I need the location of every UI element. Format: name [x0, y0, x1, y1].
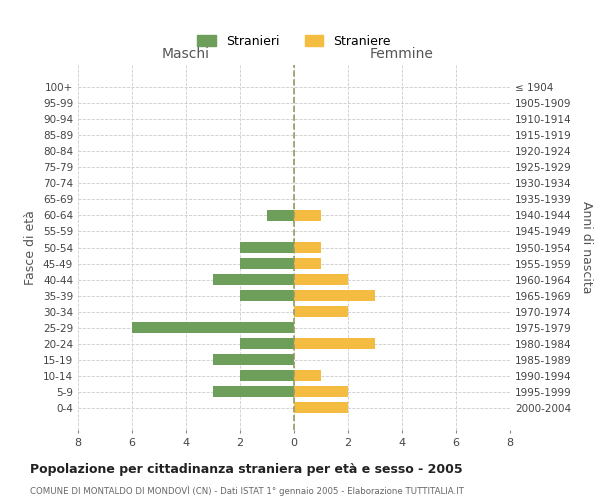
- Legend: Stranieri, Straniere: Stranieri, Straniere: [193, 31, 395, 52]
- Text: Popolazione per cittadinanza straniera per età e sesso - 2005: Popolazione per cittadinanza straniera p…: [30, 462, 463, 475]
- Bar: [213, 386, 294, 398]
- Bar: [294, 210, 321, 221]
- Text: COMUNE DI MONTALDO DI MONDOVÌ (CN) - Dati ISTAT 1° gennaio 2005 - Elaborazione T: COMUNE DI MONTALDO DI MONDOVÌ (CN) - Dat…: [30, 486, 464, 496]
- Y-axis label: Fasce di età: Fasce di età: [25, 210, 37, 285]
- Bar: [240, 258, 294, 270]
- Bar: [294, 274, 348, 285]
- Bar: [240, 290, 294, 302]
- Bar: [213, 354, 294, 366]
- Text: Femmine: Femmine: [370, 48, 434, 62]
- Bar: [294, 402, 348, 413]
- Bar: [294, 370, 321, 382]
- Y-axis label: Anni di nascita: Anni di nascita: [580, 201, 593, 294]
- Bar: [294, 290, 375, 302]
- Bar: [213, 274, 294, 285]
- Bar: [267, 210, 294, 221]
- Bar: [240, 242, 294, 254]
- Bar: [132, 322, 294, 334]
- Bar: [294, 338, 375, 349]
- Bar: [294, 258, 321, 270]
- Bar: [294, 242, 321, 254]
- Bar: [240, 338, 294, 349]
- Text: Maschi: Maschi: [162, 48, 210, 62]
- Bar: [294, 306, 348, 318]
- Bar: [240, 370, 294, 382]
- Bar: [294, 386, 348, 398]
